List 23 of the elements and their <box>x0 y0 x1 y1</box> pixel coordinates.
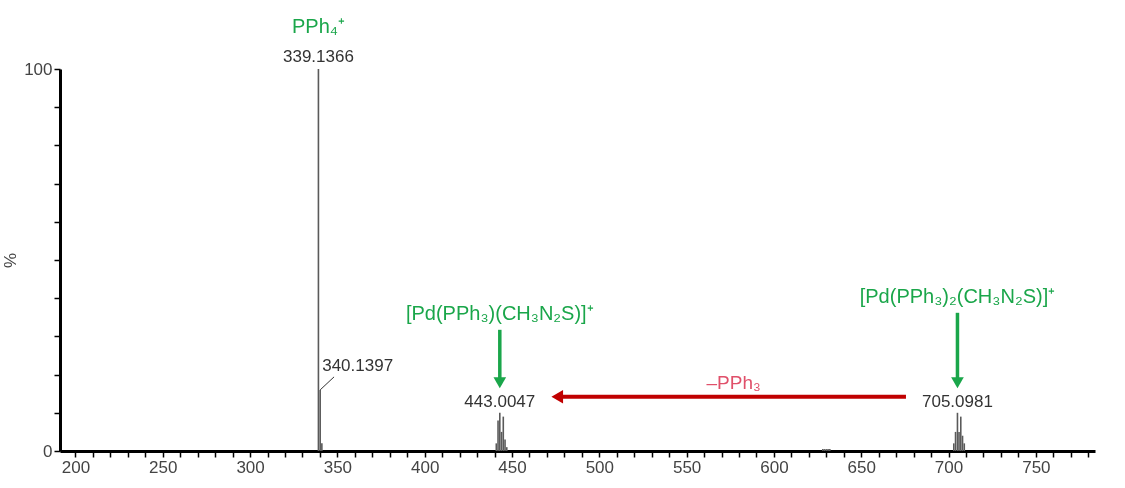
annotation: 443.0047 <box>464 391 536 411</box>
x-tick-label: 450 <box>498 457 527 477</box>
y-tick-label: 0 <box>43 441 53 461</box>
x-tick-label: 250 <box>149 457 178 477</box>
x-tick-label: 300 <box>236 457 265 477</box>
annotation: 340.1397 <box>322 355 394 375</box>
x-tick-label: 600 <box>760 457 789 477</box>
x-tick-label: 400 <box>411 457 440 477</box>
annotation: –PPh₃ <box>706 371 761 393</box>
annotation: [Pd(PPh₃)₂(CH₃N₂S)]⁺ <box>859 284 1056 307</box>
y-tick-label: 100 <box>24 59 53 79</box>
annotation: 705.0981 <box>922 391 993 411</box>
annotation: [Pd(PPh₃)(CH₃N₂S)]⁺ <box>405 301 594 324</box>
annotation: PPh₄⁺ <box>291 15 345 37</box>
x-tick-label: 750 <box>1022 457 1051 477</box>
y-axis-title: % <box>1 252 21 269</box>
x-tick-label: 650 <box>847 457 876 477</box>
x-tick-label: 200 <box>61 457 91 477</box>
annotation: 339.1366 <box>282 47 354 66</box>
x-tick-label: 350 <box>323 457 353 477</box>
x-tick-label: 550 <box>672 457 702 477</box>
x-tick-label: 700 <box>934 457 964 477</box>
x-tick-label: 500 <box>585 457 615 477</box>
